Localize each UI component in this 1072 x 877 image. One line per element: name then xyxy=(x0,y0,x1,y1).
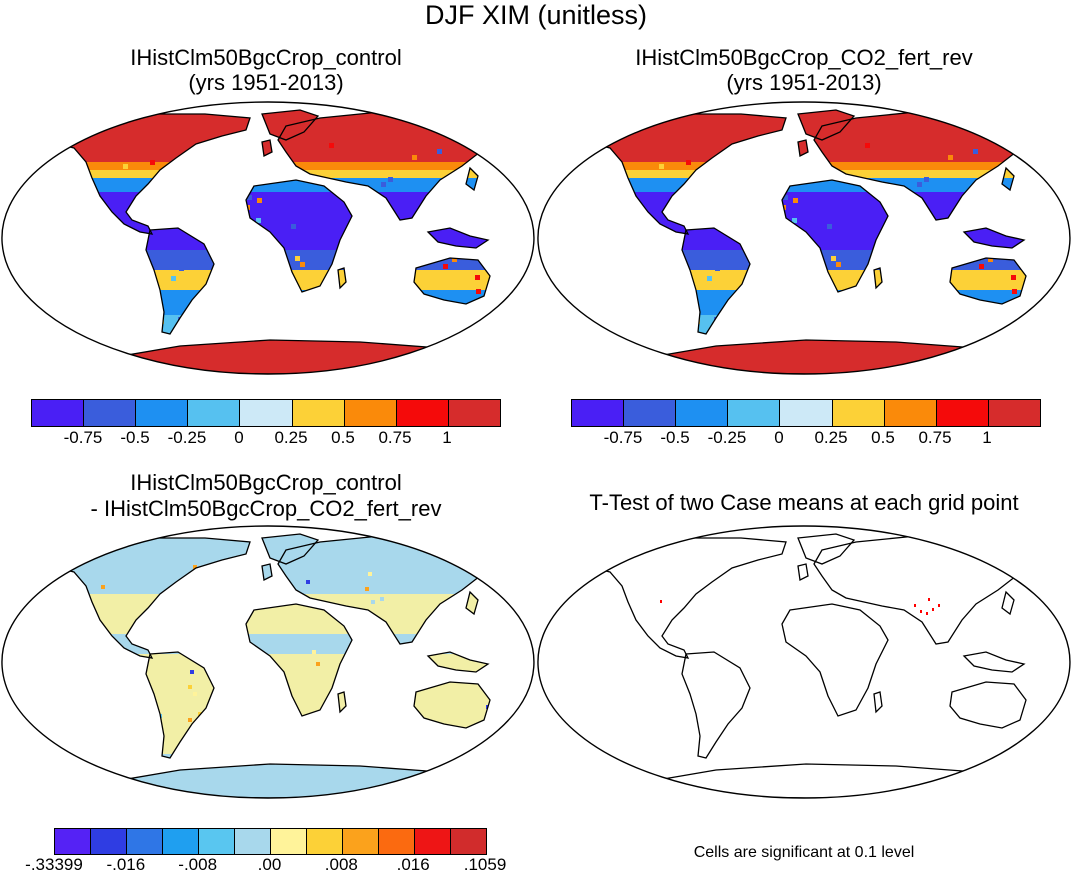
panel-top-right-title-line1: IHistClm50BgcCrop_CO2_fert_rev xyxy=(635,45,973,70)
significance-note: Cells are significant at 0.1 level xyxy=(693,844,915,861)
colorbar-cell xyxy=(271,829,307,854)
colorbar-tick-label: 0.75 xyxy=(378,428,412,447)
continent-uk xyxy=(262,140,272,156)
colorbar-top-left-labels: -0.75 -0.5 -0.25 0 0.25 0.5 0.75 1 xyxy=(31,428,499,450)
coastlines xyxy=(582,109,1056,375)
colorbar-cell xyxy=(91,829,127,854)
colorbar-cell xyxy=(780,400,833,426)
colorbar-cell xyxy=(240,400,293,426)
colorbar-tick-label: 0 xyxy=(774,428,784,447)
colorbar-cell xyxy=(163,829,199,854)
map-frame xyxy=(1,525,535,799)
continent-uk xyxy=(262,564,272,580)
map-bottom-left-content xyxy=(1,525,535,799)
colorbar-tick-label: 0.75 xyxy=(918,428,952,447)
significant-cell xyxy=(660,600,662,603)
colorbar-cell xyxy=(728,400,781,426)
map-top-left-content xyxy=(1,101,535,375)
colorbar-tick-label: .016 xyxy=(396,855,430,874)
colorbar-tick-label: .1059 xyxy=(463,855,507,874)
colorbar-top-left xyxy=(31,399,501,427)
colorbar-cell xyxy=(127,829,163,854)
significant-cell xyxy=(932,608,934,611)
colorbar-cell xyxy=(988,400,1040,426)
colorbar-tick-label: .00 xyxy=(257,855,282,874)
colorbar-tick-label: -0.5 xyxy=(120,428,150,447)
colorbar-cell xyxy=(199,829,235,854)
panel-top-left-title-line1: IHistClm50BgcCrop_control xyxy=(130,45,402,70)
map-bottom-right xyxy=(537,525,1071,799)
colorbar-tick-label: -0.25 xyxy=(707,428,747,447)
colorbar-cell xyxy=(832,400,885,426)
colorbar-tick-label: -0.5 xyxy=(660,428,690,447)
panel-top-left-title-line2: (yrs 1951-2013) xyxy=(188,70,344,95)
colorbar-cell xyxy=(379,829,415,854)
colorbar-tick-label: 1 xyxy=(442,428,452,447)
map-top-left xyxy=(1,101,535,375)
colorbar-cell xyxy=(936,400,989,426)
coastlines xyxy=(582,533,1056,799)
significant-cell xyxy=(928,598,930,601)
colorbar-cell xyxy=(884,400,937,426)
colorbar-cell xyxy=(343,829,379,854)
panel-bottom-right-title: T-Test of two Case means at each grid po… xyxy=(589,490,1019,515)
colorbar-cell xyxy=(451,829,486,854)
colorbar-cell xyxy=(396,400,449,426)
colorbar-tick-label: -.008 xyxy=(178,855,218,874)
significant-cell xyxy=(914,604,916,607)
colorbar-tick-label: -0.25 xyxy=(167,428,207,447)
colorbar-bottom-left-labels: -.33399 -.016 -.008 .00 .008 .016 .1059 xyxy=(25,855,506,877)
colorbar-tick-label: .008 xyxy=(324,855,358,874)
colorbar-cell xyxy=(624,400,677,426)
map-bottom-right-content xyxy=(537,525,1071,799)
colorbar-cell xyxy=(136,400,189,426)
colorbar-bottom-left xyxy=(54,828,487,855)
colorbar-cell xyxy=(448,400,500,426)
continent-uk xyxy=(798,140,808,156)
colorbar-cell xyxy=(32,400,85,426)
map-frame xyxy=(537,101,1071,375)
significant-cell xyxy=(926,612,928,615)
map-frame xyxy=(537,525,1071,799)
colorbar-tick-label: 0.5 xyxy=(331,428,355,447)
colorbar-cell xyxy=(676,400,729,426)
significant-cell xyxy=(938,604,940,607)
map-top-right-content xyxy=(537,101,1071,375)
map-bottom-left xyxy=(1,525,535,799)
colorbar-tick-label: -.33399 xyxy=(25,855,83,874)
colorbar-cell xyxy=(307,829,343,854)
colorbar-cell xyxy=(55,829,91,854)
colorbar-tick-label: 0.25 xyxy=(274,428,308,447)
colorbar-cell xyxy=(84,400,137,426)
colorbar-cell xyxy=(188,400,241,426)
significant-cell xyxy=(920,610,922,613)
colorbar-cell xyxy=(572,400,625,426)
continent-madagascar xyxy=(338,692,346,712)
map-top-right xyxy=(537,101,1071,375)
colorbar-cell xyxy=(415,829,451,854)
colorbar-cell xyxy=(235,829,271,854)
colorbar-cell xyxy=(292,400,345,426)
figure-title: DJF XIM (unitless) xyxy=(424,0,648,30)
map-frame xyxy=(1,101,535,375)
colorbar-tick-label: -0.75 xyxy=(63,428,103,447)
colorbar-tick-label: 0 xyxy=(234,428,244,447)
colorbar-top-right xyxy=(571,399,1041,427)
colorbar-tick-label: 1 xyxy=(982,428,992,447)
colorbar-top-right-labels: -0.75 -0.5 -0.25 0 0.25 0.5 0.75 1 xyxy=(571,428,1039,450)
colorbar-cell xyxy=(344,400,397,426)
panel-top-right-title-line2: (yrs 1951-2013) xyxy=(726,70,882,95)
panel-bottom-left-title-line1: IHistClm50BgcCrop_control xyxy=(130,470,402,495)
colorbar-tick-label: 0.25 xyxy=(814,428,848,447)
colorbar-tick-label: 0.5 xyxy=(871,428,895,447)
colorbar-tick-label: -0.75 xyxy=(603,428,643,447)
panel-bottom-left-title-line2: - IHistClm50BgcCrop_CO2_fert_rev xyxy=(90,496,442,521)
colorbar-tick-label: -.016 xyxy=(106,855,146,874)
continent-australia xyxy=(950,258,1026,304)
